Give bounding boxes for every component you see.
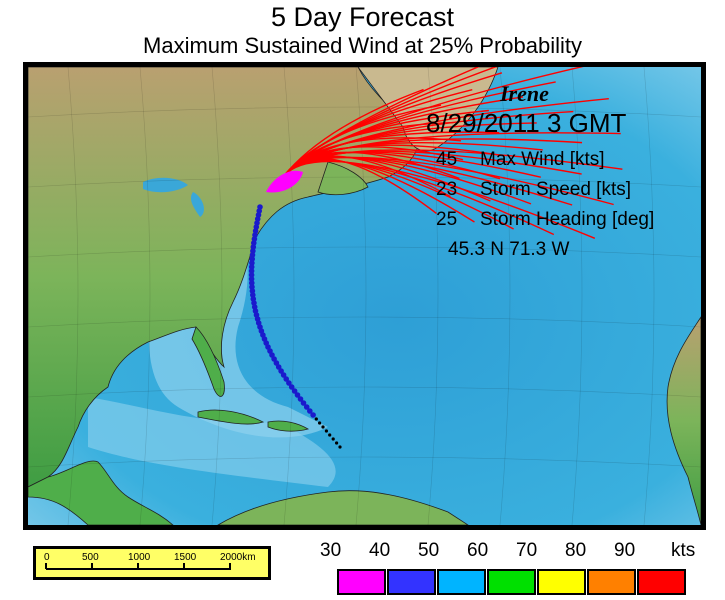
storm-heading-row: 25 Storm Heading [deg] [436, 209, 654, 231]
track-point [278, 368, 284, 374]
scale-tick-label: 1000 [128, 552, 151, 563]
legend-swatch [587, 569, 636, 595]
track-point [249, 252, 256, 258]
wind-swath-line [282, 149, 623, 178]
track-point [324, 429, 328, 433]
storm-heading-value: 25 [436, 209, 458, 230]
track-point [248, 268, 255, 274]
storm-speed-row: 23 Storm Speed [kts] [436, 179, 631, 201]
scale-tick-label: 2000km [220, 552, 256, 563]
scale-tick-label: 0 [44, 552, 50, 563]
track-point [248, 276, 255, 282]
wind-swath-line [282, 97, 609, 178]
page-title: 5 Day Forecast [270, 2, 455, 32]
wind-swath-line [282, 132, 621, 178]
scale-tick-label: 1500 [174, 552, 197, 563]
legend-label: 90 [614, 540, 636, 561]
max-wind-row: 45 Max Wind [kts] [436, 149, 605, 171]
track-point [335, 441, 339, 445]
legend-swatch [637, 569, 686, 595]
track-point [314, 417, 318, 421]
track-point [300, 400, 307, 406]
map-canvas [28, 67, 701, 525]
storm-track [248, 204, 342, 449]
track-point [280, 372, 287, 378]
legend-label: 50 [418, 540, 440, 561]
track-point [297, 396, 304, 402]
nova-scotia [317, 161, 369, 196]
track-point [294, 392, 301, 398]
florida [191, 326, 225, 397]
current-wind-core [266, 170, 303, 193]
legend-swatch [537, 569, 586, 595]
track-point [249, 260, 255, 266]
track-point [321, 425, 325, 429]
max-wind-label: Max Wind [kts] [480, 149, 605, 170]
legend-swatch [437, 569, 486, 595]
distance-scale-bar: 0 500 1000 1500 2000km [33, 546, 271, 580]
storm-speed-label: Storm Speed [kts] [480, 179, 632, 200]
storm-datetime: 8/29/2011 3 GMT [426, 108, 627, 138]
legend-label: 30 [320, 540, 342, 561]
track-point [338, 445, 342, 449]
scale-tick-label: 500 [82, 552, 99, 563]
track-point [248, 272, 255, 278]
track-point [310, 412, 316, 418]
wind-swath-line [282, 67, 480, 178]
storm-heading-label: Storm Heading [deg] [480, 209, 655, 230]
wind-probability-swath [266, 67, 623, 239]
central-america [28, 460, 174, 525]
legend-swatch [487, 569, 536, 595]
track-point [291, 388, 298, 394]
south-america [217, 490, 469, 525]
africa [666, 316, 701, 525]
forecast-map: Irene 8/29/2011 3 GMT 45 Max Wind [kts] 2… [23, 62, 706, 530]
legend-label: 60 [467, 540, 489, 561]
max-wind-value: 45 [436, 149, 458, 170]
track-point [318, 421, 322, 425]
legend-swatch [337, 569, 386, 595]
track-point [249, 256, 255, 262]
wind-swath-line [282, 88, 424, 178]
great-lakes [143, 177, 188, 193]
storm-speed-value: 23 [436, 179, 458, 200]
hispaniola [267, 420, 310, 432]
graticule [28, 67, 701, 525]
track-point [331, 437, 335, 441]
legend-label: 40 [369, 540, 391, 561]
track-point [286, 380, 292, 386]
scale-bar-graphic: 0 500 1000 1500 2000km [44, 552, 256, 570]
track-point [303, 404, 310, 410]
page-subtitle: Maximum Sustained Wind at 25% Probabilit… [143, 33, 582, 58]
track-point [288, 384, 295, 390]
legend-label: 70 [516, 540, 538, 561]
caribbean-shelf [88, 397, 336, 487]
track-point [248, 264, 255, 270]
track-point [307, 408, 313, 414]
legend-swatch [387, 569, 436, 595]
storm-name: Irene [500, 81, 549, 106]
track-point [283, 376, 289, 382]
legend-label: 80 [565, 540, 587, 561]
track-point [249, 280, 255, 286]
legend-label: kts [671, 540, 696, 561]
lake-michigan [190, 192, 204, 217]
storm-position: 45.3 N 71.3 W [448, 239, 570, 260]
track-point [328, 433, 332, 437]
wind-swath-line [282, 67, 584, 178]
cuba [197, 409, 265, 425]
